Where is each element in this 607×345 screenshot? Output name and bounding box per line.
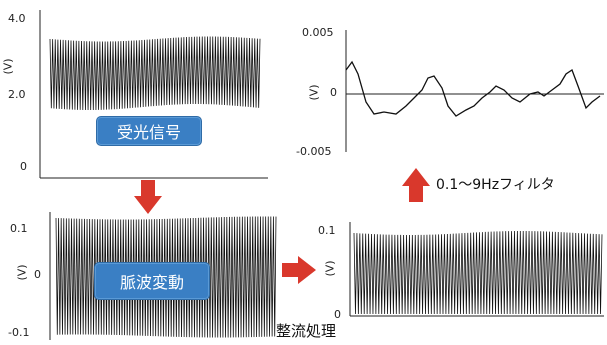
received-waveform [49,36,261,111]
unit-label: (V) [323,260,337,277]
pulse-variation-badge: 脈波変動 [94,262,210,300]
tick-neg-0-1: -0.1 [8,326,30,339]
tick-neg-0-005: -0.005 [296,145,332,158]
received-signal-badge: 受光信号 [96,116,202,146]
unit-label: (V) [307,84,321,101]
waveform-line [345,60,601,117]
rectified-waveform [353,230,603,315]
arrow-up-icon [402,168,430,202]
filtered-waveform [345,60,601,117]
tick-0: 0 [20,160,27,173]
arrow-down-icon [134,180,162,214]
tick-0: 0 [330,86,337,99]
tick-0-1: 0.1 [10,222,28,235]
waveform-line [49,36,261,111]
pulse-waveform [55,216,277,338]
waveform-line [353,230,603,315]
tick-4: 4.0 [8,12,26,25]
filtered-signal-plot [345,30,604,152]
tick-0: 0 [34,268,41,281]
tick-0: 0 [334,308,341,321]
received-signal-plot [39,10,268,179]
rectified-signal-plot [349,222,604,317]
unit-label: (V) [1,58,15,75]
tick-0-005: 0.005 [302,26,334,39]
arrow-right-icon [282,256,316,284]
filter-caption: 0.1～9Hzフィルタ [436,177,555,193]
unit-label: (V) [15,264,29,281]
pulse-wave-plot [49,212,277,340]
rectify-caption: 整流処理 [276,322,337,340]
waveform-line [55,216,277,338]
tick-2: 2.0 [8,88,26,101]
tick-0-1: 0.1 [318,224,336,237]
